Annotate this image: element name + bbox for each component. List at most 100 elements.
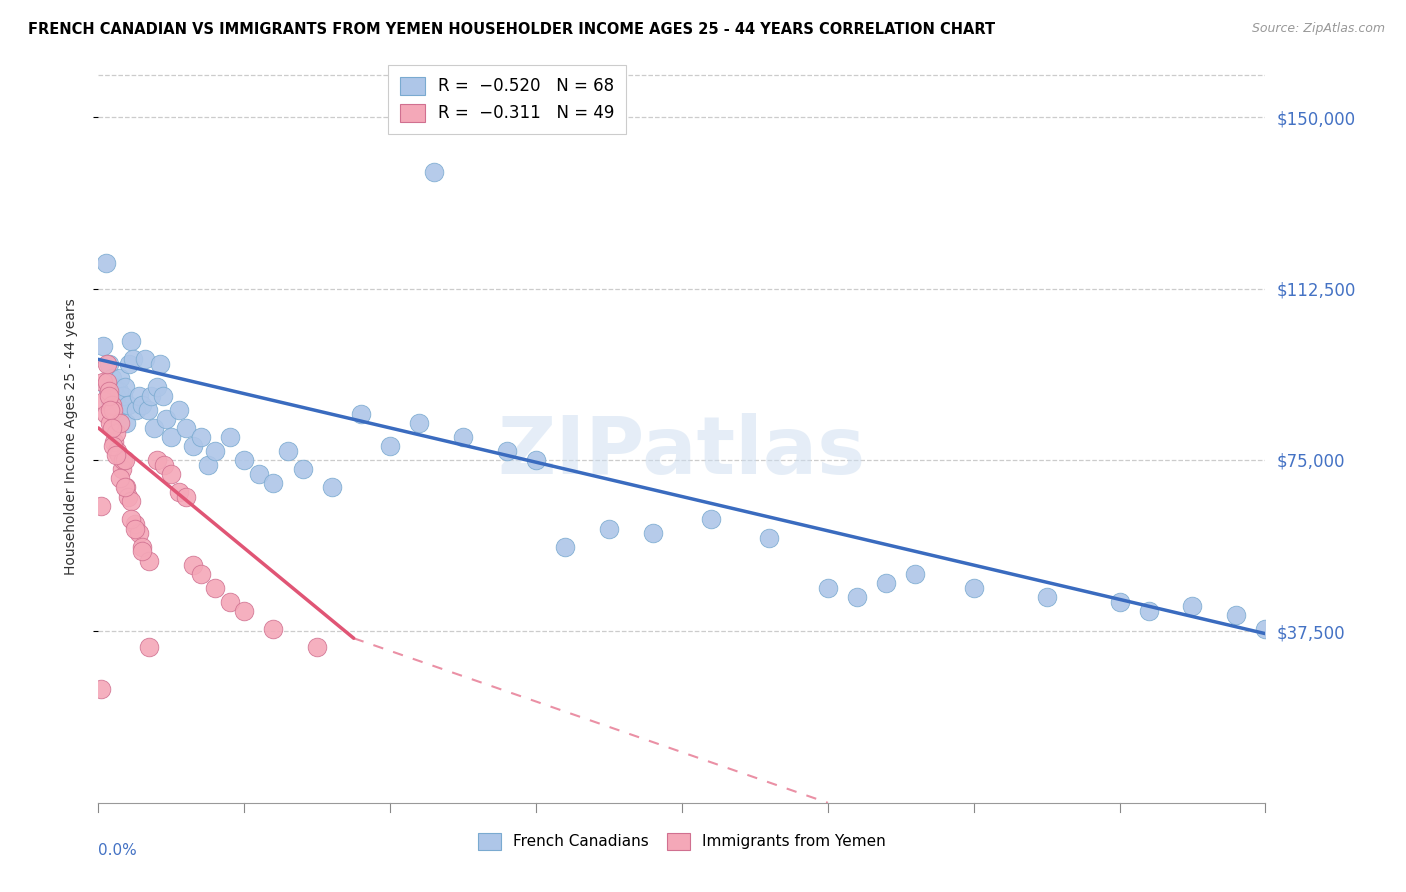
- Point: [167, 402, 190, 417]
- Point: [875, 576, 897, 591]
- Point: [496, 443, 519, 458]
- Point: [93, 393, 115, 408]
- Point: [108, 384, 131, 399]
- Point: [115, 480, 138, 494]
- Point: [98, 417, 121, 431]
- Point: [120, 494, 142, 508]
- Point: [1108, 594, 1130, 608]
- Point: [110, 471, 132, 485]
- Point: [101, 398, 124, 412]
- Point: [146, 453, 169, 467]
- Point: [103, 380, 125, 394]
- Point: [1181, 599, 1204, 614]
- Point: [98, 402, 121, 417]
- Point: [120, 334, 142, 348]
- Point: [110, 370, 132, 384]
- Point: [110, 417, 132, 431]
- Point: [423, 165, 446, 179]
- Point: [97, 384, 120, 399]
- Point: [117, 398, 139, 412]
- Point: [111, 402, 134, 417]
- Point: [139, 389, 162, 403]
- Point: [160, 467, 183, 481]
- Point: [155, 411, 177, 425]
- Point: [91, 375, 114, 389]
- Point: [117, 490, 139, 504]
- Point: [1035, 590, 1057, 604]
- Point: [152, 389, 174, 403]
- Point: [1137, 604, 1160, 618]
- Point: [1254, 622, 1277, 636]
- Point: [101, 439, 124, 453]
- Point: [94, 407, 117, 421]
- Point: [90, 681, 112, 696]
- Point: [153, 458, 176, 472]
- Point: [641, 526, 664, 541]
- Y-axis label: Householder Income Ages 25 - 44 years: Householder Income Ages 25 - 44 years: [63, 299, 77, 575]
- Legend: French Canadians, Immigrants from Yemen: French Canadians, Immigrants from Yemen: [470, 825, 894, 857]
- Point: [124, 516, 146, 531]
- Point: [104, 389, 127, 403]
- Point: [262, 475, 284, 490]
- Point: [138, 553, 160, 567]
- Point: [105, 398, 128, 412]
- Point: [758, 531, 780, 545]
- Point: [131, 544, 153, 558]
- Point: [138, 640, 160, 655]
- Point: [136, 402, 159, 417]
- Point: [380, 439, 402, 453]
- Point: [846, 590, 869, 604]
- Point: [100, 421, 122, 435]
- Point: [408, 417, 430, 431]
- Point: [554, 540, 576, 554]
- Point: [96, 380, 118, 394]
- Point: [90, 499, 112, 513]
- Point: [598, 521, 620, 535]
- Point: [101, 402, 124, 417]
- Point: [218, 430, 240, 444]
- Point: [190, 567, 212, 582]
- Point: [321, 480, 343, 494]
- Point: [1225, 608, 1247, 623]
- Point: [262, 622, 284, 636]
- Point: [118, 357, 141, 371]
- Point: [128, 526, 150, 541]
- Point: [174, 490, 197, 504]
- Point: [112, 389, 135, 403]
- Point: [125, 402, 148, 417]
- Point: [120, 512, 142, 526]
- Point: [96, 357, 118, 371]
- Text: Source: ZipAtlas.com: Source: ZipAtlas.com: [1251, 22, 1385, 36]
- Point: [233, 604, 256, 618]
- Point: [451, 430, 474, 444]
- Point: [160, 430, 183, 444]
- Point: [96, 375, 118, 389]
- Point: [190, 430, 212, 444]
- Point: [181, 439, 204, 453]
- Point: [700, 512, 723, 526]
- Point: [350, 407, 373, 421]
- Point: [962, 581, 984, 595]
- Point: [218, 594, 240, 608]
- Text: 0.0%: 0.0%: [98, 843, 138, 858]
- Point: [114, 380, 136, 394]
- Point: [131, 398, 153, 412]
- Point: [233, 453, 256, 467]
- Point: [100, 370, 122, 384]
- Point: [91, 338, 114, 352]
- Point: [114, 453, 136, 467]
- Point: [115, 417, 138, 431]
- Point: [142, 421, 165, 435]
- Point: [114, 480, 136, 494]
- Point: [204, 443, 226, 458]
- Text: ZIPatlas: ZIPatlas: [498, 413, 866, 491]
- Point: [277, 443, 299, 458]
- Point: [149, 357, 172, 371]
- Point: [131, 540, 153, 554]
- Point: [307, 640, 329, 655]
- Point: [128, 389, 150, 403]
- Point: [146, 380, 169, 394]
- Point: [105, 443, 128, 458]
- Point: [94, 256, 117, 270]
- Point: [904, 567, 927, 582]
